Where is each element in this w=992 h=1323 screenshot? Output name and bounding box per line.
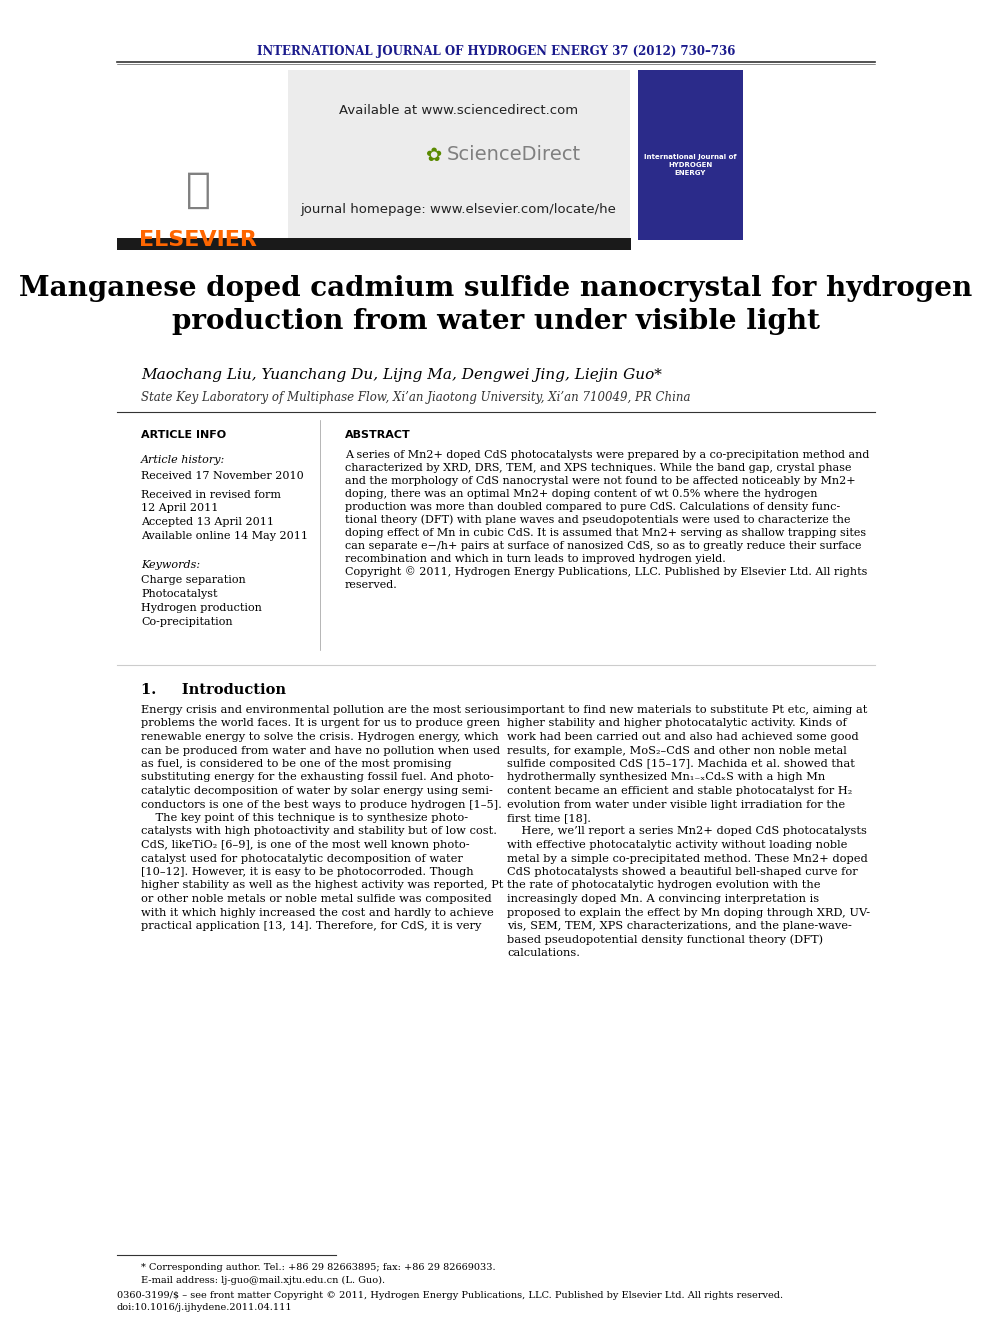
Text: evolution from water under visible light irradiation for the: evolution from water under visible light… <box>507 799 845 810</box>
Text: journal homepage: www.elsevier.com/locate/he: journal homepage: www.elsevier.com/locat… <box>301 204 616 217</box>
Text: practical application [13, 14]. Therefore, for CdS, it is very: practical application [13, 14]. Therefor… <box>141 921 481 931</box>
Text: as fuel, is considered to be one of the most promising: as fuel, is considered to be one of the … <box>141 759 451 769</box>
Text: Article history:: Article history: <box>141 455 225 464</box>
Text: Manganese doped cadmium sulfide nanocrystal for hydrogen
production from water u: Manganese doped cadmium sulfide nanocrys… <box>20 275 972 335</box>
Text: recombination and which in turn leads to improved hydrogen yield.: recombination and which in turn leads to… <box>344 554 725 564</box>
Text: ARTICLE INFO: ARTICLE INFO <box>141 430 226 441</box>
Text: doping effect of Mn in cubic CdS. It is assumed that Mn2+ serving as shallow tra: doping effect of Mn in cubic CdS. It is … <box>344 528 866 538</box>
Text: or other noble metals or noble metal sulfide was composited: or other noble metals or noble metal sul… <box>141 894 492 904</box>
Text: E-mail address: lj-guo@mail.xjtu.edu.cn (L. Guo).: E-mail address: lj-guo@mail.xjtu.edu.cn … <box>141 1275 385 1285</box>
Text: and the morphology of CdS nanocrystal were not found to be affected noticeably b: and the morphology of CdS nanocrystal we… <box>344 476 855 486</box>
Text: increasingly doped Mn. A convincing interpretation is: increasingly doped Mn. A convincing inte… <box>507 894 819 904</box>
Text: with it which highly increased the cost and hardly to achieve: with it which highly increased the cost … <box>141 908 494 917</box>
FancyBboxPatch shape <box>288 70 630 239</box>
Text: * Corresponding author. Tel.: +86 29 82663895; fax: +86 29 82669033.: * Corresponding author. Tel.: +86 29 826… <box>141 1262 496 1271</box>
Text: sulfide composited CdS [15–17]. Machida et al. showed that: sulfide composited CdS [15–17]. Machida … <box>507 759 855 769</box>
Text: CdS, likeTiO₂ [6–9], is one of the most well known photo-: CdS, likeTiO₂ [6–9], is one of the most … <box>141 840 469 849</box>
Text: Charge separation: Charge separation <box>141 576 246 585</box>
Text: [10–12]. However, it is easy to be photocorroded. Though: [10–12]. However, it is easy to be photo… <box>141 867 474 877</box>
Text: A series of Mn2+ doped CdS photocatalysts were prepared by a co-precipitation me: A series of Mn2+ doped CdS photocatalyst… <box>344 450 869 460</box>
Text: characterized by XRD, DRS, TEM, and XPS techniques. While the band gap, crystal : characterized by XRD, DRS, TEM, and XPS … <box>344 463 851 474</box>
Text: tional theory (DFT) with plane waves and pseudopotentials were used to character: tional theory (DFT) with plane waves and… <box>344 515 850 525</box>
Text: important to find new materials to substitute Pt etc, aiming at: important to find new materials to subst… <box>507 705 868 714</box>
Text: conductors is one of the best ways to produce hydrogen [1–5].: conductors is one of the best ways to pr… <box>141 799 502 810</box>
Text: 0360-3199/$ – see front matter Copyright © 2011, Hydrogen Energy Publications, L: 0360-3199/$ – see front matter Copyright… <box>117 1290 783 1299</box>
Text: Available at www.sciencedirect.com: Available at www.sciencedirect.com <box>339 103 578 116</box>
Text: ELSEVIER: ELSEVIER <box>139 230 257 250</box>
Text: INTERNATIONAL JOURNAL OF HYDROGEN ENERGY 37 (2012) 730–736: INTERNATIONAL JOURNAL OF HYDROGEN ENERGY… <box>257 45 735 58</box>
Text: production was more than doubled compared to pure CdS. Calculations of density f: production was more than doubled compare… <box>344 501 840 512</box>
Text: catalytic decomposition of water by solar energy using semi-: catalytic decomposition of water by sola… <box>141 786 493 796</box>
Text: doping, there was an optimal Mn2+ doping content of wt 0.5% where the hydrogen: doping, there was an optimal Mn2+ doping… <box>344 490 817 499</box>
Text: metal by a simple co-precipitated method. These Mn2+ doped: metal by a simple co-precipitated method… <box>507 853 868 864</box>
Text: ABSTRACT: ABSTRACT <box>344 430 411 441</box>
Text: reserved.: reserved. <box>344 579 398 590</box>
Text: with effective photocatalytic activity without loading noble: with effective photocatalytic activity w… <box>507 840 848 849</box>
Text: The key point of this technique is to synthesize photo-: The key point of this technique is to sy… <box>141 814 468 823</box>
Text: 1.     Introduction: 1. Introduction <box>141 683 286 697</box>
Bar <box>117 238 631 250</box>
Text: ScienceDirect: ScienceDirect <box>446 146 580 164</box>
Text: work had been carried out and also had achieved some good: work had been carried out and also had a… <box>507 732 859 742</box>
Text: calculations.: calculations. <box>507 949 580 958</box>
Text: Received 17 November 2010: Received 17 November 2010 <box>141 471 304 482</box>
Text: Co-precipitation: Co-precipitation <box>141 617 233 627</box>
Text: International Journal of
HYDROGEN
ENERGY: International Journal of HYDROGEN ENERGY <box>645 153 737 176</box>
Text: based pseudopotential density functional theory (DFT): based pseudopotential density functional… <box>507 934 823 945</box>
Text: higher stability as well as the highest activity was reported, Pt: higher stability as well as the highest … <box>141 881 504 890</box>
FancyBboxPatch shape <box>117 70 280 239</box>
Text: substituting energy for the exhausting fossil fuel. And photo-: substituting energy for the exhausting f… <box>141 773 494 782</box>
Text: Here, we’ll report a series Mn2+ doped CdS photocatalysts: Here, we’ll report a series Mn2+ doped C… <box>507 827 867 836</box>
Text: Received in revised form: Received in revised form <box>141 490 281 500</box>
Text: Energy crisis and environmental pollution are the most serious: Energy crisis and environmental pollutio… <box>141 705 507 714</box>
Text: can separate e−/h+ pairs at surface of nanosized CdS, so as to greatly reduce th: can separate e−/h+ pairs at surface of n… <box>344 541 861 550</box>
FancyBboxPatch shape <box>638 70 743 239</box>
Text: State Key Laboratory of Multiphase Flow, Xi’an Jiaotong University, Xi’an 710049: State Key Laboratory of Multiphase Flow,… <box>141 390 690 404</box>
Text: renewable energy to solve the crisis. Hydrogen energy, which: renewable energy to solve the crisis. Hy… <box>141 732 499 742</box>
Text: problems the world faces. It is urgent for us to produce green: problems the world faces. It is urgent f… <box>141 718 500 729</box>
Text: Keywords:: Keywords: <box>141 560 200 570</box>
Text: Photocatalyst: Photocatalyst <box>141 589 217 599</box>
Text: can be produced from water and have no pollution when used: can be produced from water and have no p… <box>141 745 500 755</box>
Text: hydrothermally synthesized Mn₁₋ₓCdₓS with a high Mn: hydrothermally synthesized Mn₁₋ₓCdₓS wit… <box>507 773 825 782</box>
Text: proposed to explain the effect by Mn doping through XRD, UV-: proposed to explain the effect by Mn dop… <box>507 908 871 917</box>
Text: vis, SEM, TEM, XPS characterizations, and the plane-wave-: vis, SEM, TEM, XPS characterizations, an… <box>507 921 852 931</box>
Text: content became an efficient and stable photocatalyst for H₂: content became an efficient and stable p… <box>507 786 853 796</box>
Text: first time [18].: first time [18]. <box>507 814 591 823</box>
Text: catalysts with high photoactivity and stability but of low cost.: catalysts with high photoactivity and st… <box>141 827 497 836</box>
Text: 🌳: 🌳 <box>186 169 210 210</box>
Text: catalyst used for photocatalytic decomposition of water: catalyst used for photocatalytic decompo… <box>141 853 463 864</box>
Text: Accepted 13 April 2011: Accepted 13 April 2011 <box>141 517 274 527</box>
Text: Maochang Liu, Yuanchang Du, Lijng Ma, Dengwei Jing, Liejin Guo*: Maochang Liu, Yuanchang Du, Lijng Ma, De… <box>141 368 662 382</box>
Text: Available online 14 May 2011: Available online 14 May 2011 <box>141 531 309 541</box>
Text: results, for example, MoS₂–CdS and other non noble metal: results, for example, MoS₂–CdS and other… <box>507 745 847 755</box>
Text: the rate of photocatalytic hydrogen evolution with the: the rate of photocatalytic hydrogen evol… <box>507 881 821 890</box>
Text: higher stability and higher photocatalytic activity. Kinds of: higher stability and higher photocatalyt… <box>507 718 847 729</box>
Text: ✿: ✿ <box>426 146 448 164</box>
Text: CdS photocatalysts showed a beautiful bell-shaped curve for: CdS photocatalysts showed a beautiful be… <box>507 867 858 877</box>
Text: 12 April 2011: 12 April 2011 <box>141 503 218 513</box>
Text: Copyright © 2011, Hydrogen Energy Publications, LLC. Published by Elsevier Ltd. : Copyright © 2011, Hydrogen Energy Public… <box>344 566 867 577</box>
Text: Hydrogen production: Hydrogen production <box>141 603 262 613</box>
Text: doi:10.1016/j.ijhydene.2011.04.111: doi:10.1016/j.ijhydene.2011.04.111 <box>117 1303 293 1312</box>
